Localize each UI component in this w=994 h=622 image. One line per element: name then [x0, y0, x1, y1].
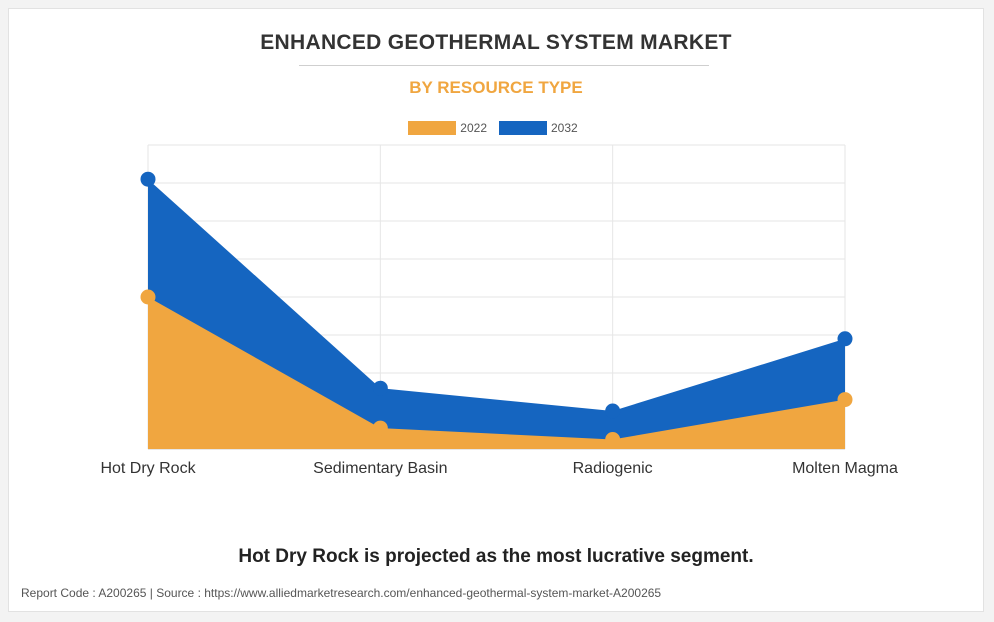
data-point-2032-2 — [605, 403, 621, 419]
data-point-2022-3 — [837, 392, 853, 408]
chart-subtitle: BY RESOURCE TYPE — [409, 78, 583, 97]
source-footer: Report Code : A200265 | Source : https:/… — [21, 586, 662, 600]
chart-card: ENHANCED GEOTHERMAL SYSTEM MARKET BY RES… — [8, 8, 984, 612]
data-point-2022-2 — [605, 432, 621, 447]
x-tick-label-2: Radiogenic — [573, 460, 653, 477]
legend-swatch-2032 — [499, 121, 547, 135]
area-series-2032 — [148, 179, 845, 449]
chart-title: ENHANCED GEOTHERMAL SYSTEM MARKET — [260, 31, 732, 54]
data-point-2032-1 — [372, 380, 388, 396]
data-point-2032-3 — [837, 331, 853, 347]
x-tick-label-3: Molten Magma — [792, 460, 898, 477]
x-tick-label-1: Sedimentary Basin — [313, 460, 447, 477]
x-tick-label-0: Hot Dry Rock — [100, 460, 196, 477]
legend: 2022 2032 — [9, 119, 983, 137]
legend-item-2032[interactable]: 2032 — [499, 121, 578, 135]
data-point-2022-1 — [372, 420, 388, 436]
chart-headline: Hot Dry Rock is projected as the most lu… — [238, 546, 754, 567]
legend-label-2022: 2022 — [460, 121, 487, 135]
legend-label-2032: 2032 — [551, 121, 578, 135]
title-divider — [299, 65, 709, 66]
area-series-2022 — [148, 297, 845, 449]
data-point-2032-0 — [140, 171, 156, 187]
legend-swatch-2022 — [408, 121, 457, 135]
legend-item-2022[interactable]: 2022 — [408, 121, 487, 135]
area-chart: Hot Dry Rock Sedimentary Basin Radiogenic M… — [100, 144, 898, 477]
data-point-2022-0 — [140, 289, 156, 305]
